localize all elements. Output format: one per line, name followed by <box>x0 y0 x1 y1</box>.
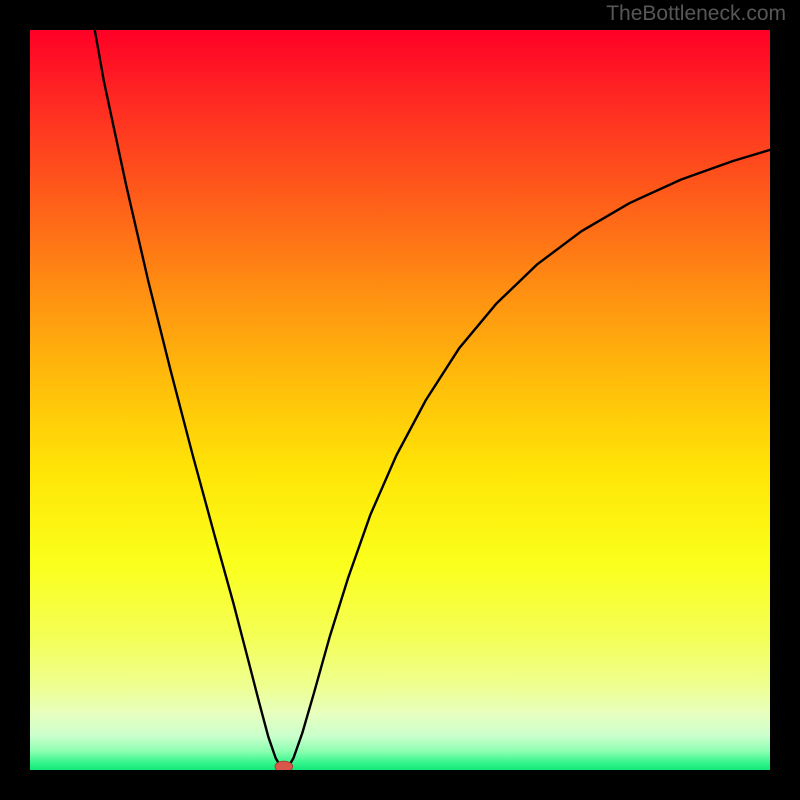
bottleneck-curve-chart <box>0 0 800 800</box>
chart-stage: TheBottleneck.com <box>0 0 800 800</box>
plot-gradient-background <box>30 30 770 770</box>
watermark-text: TheBottleneck.com <box>606 2 786 26</box>
